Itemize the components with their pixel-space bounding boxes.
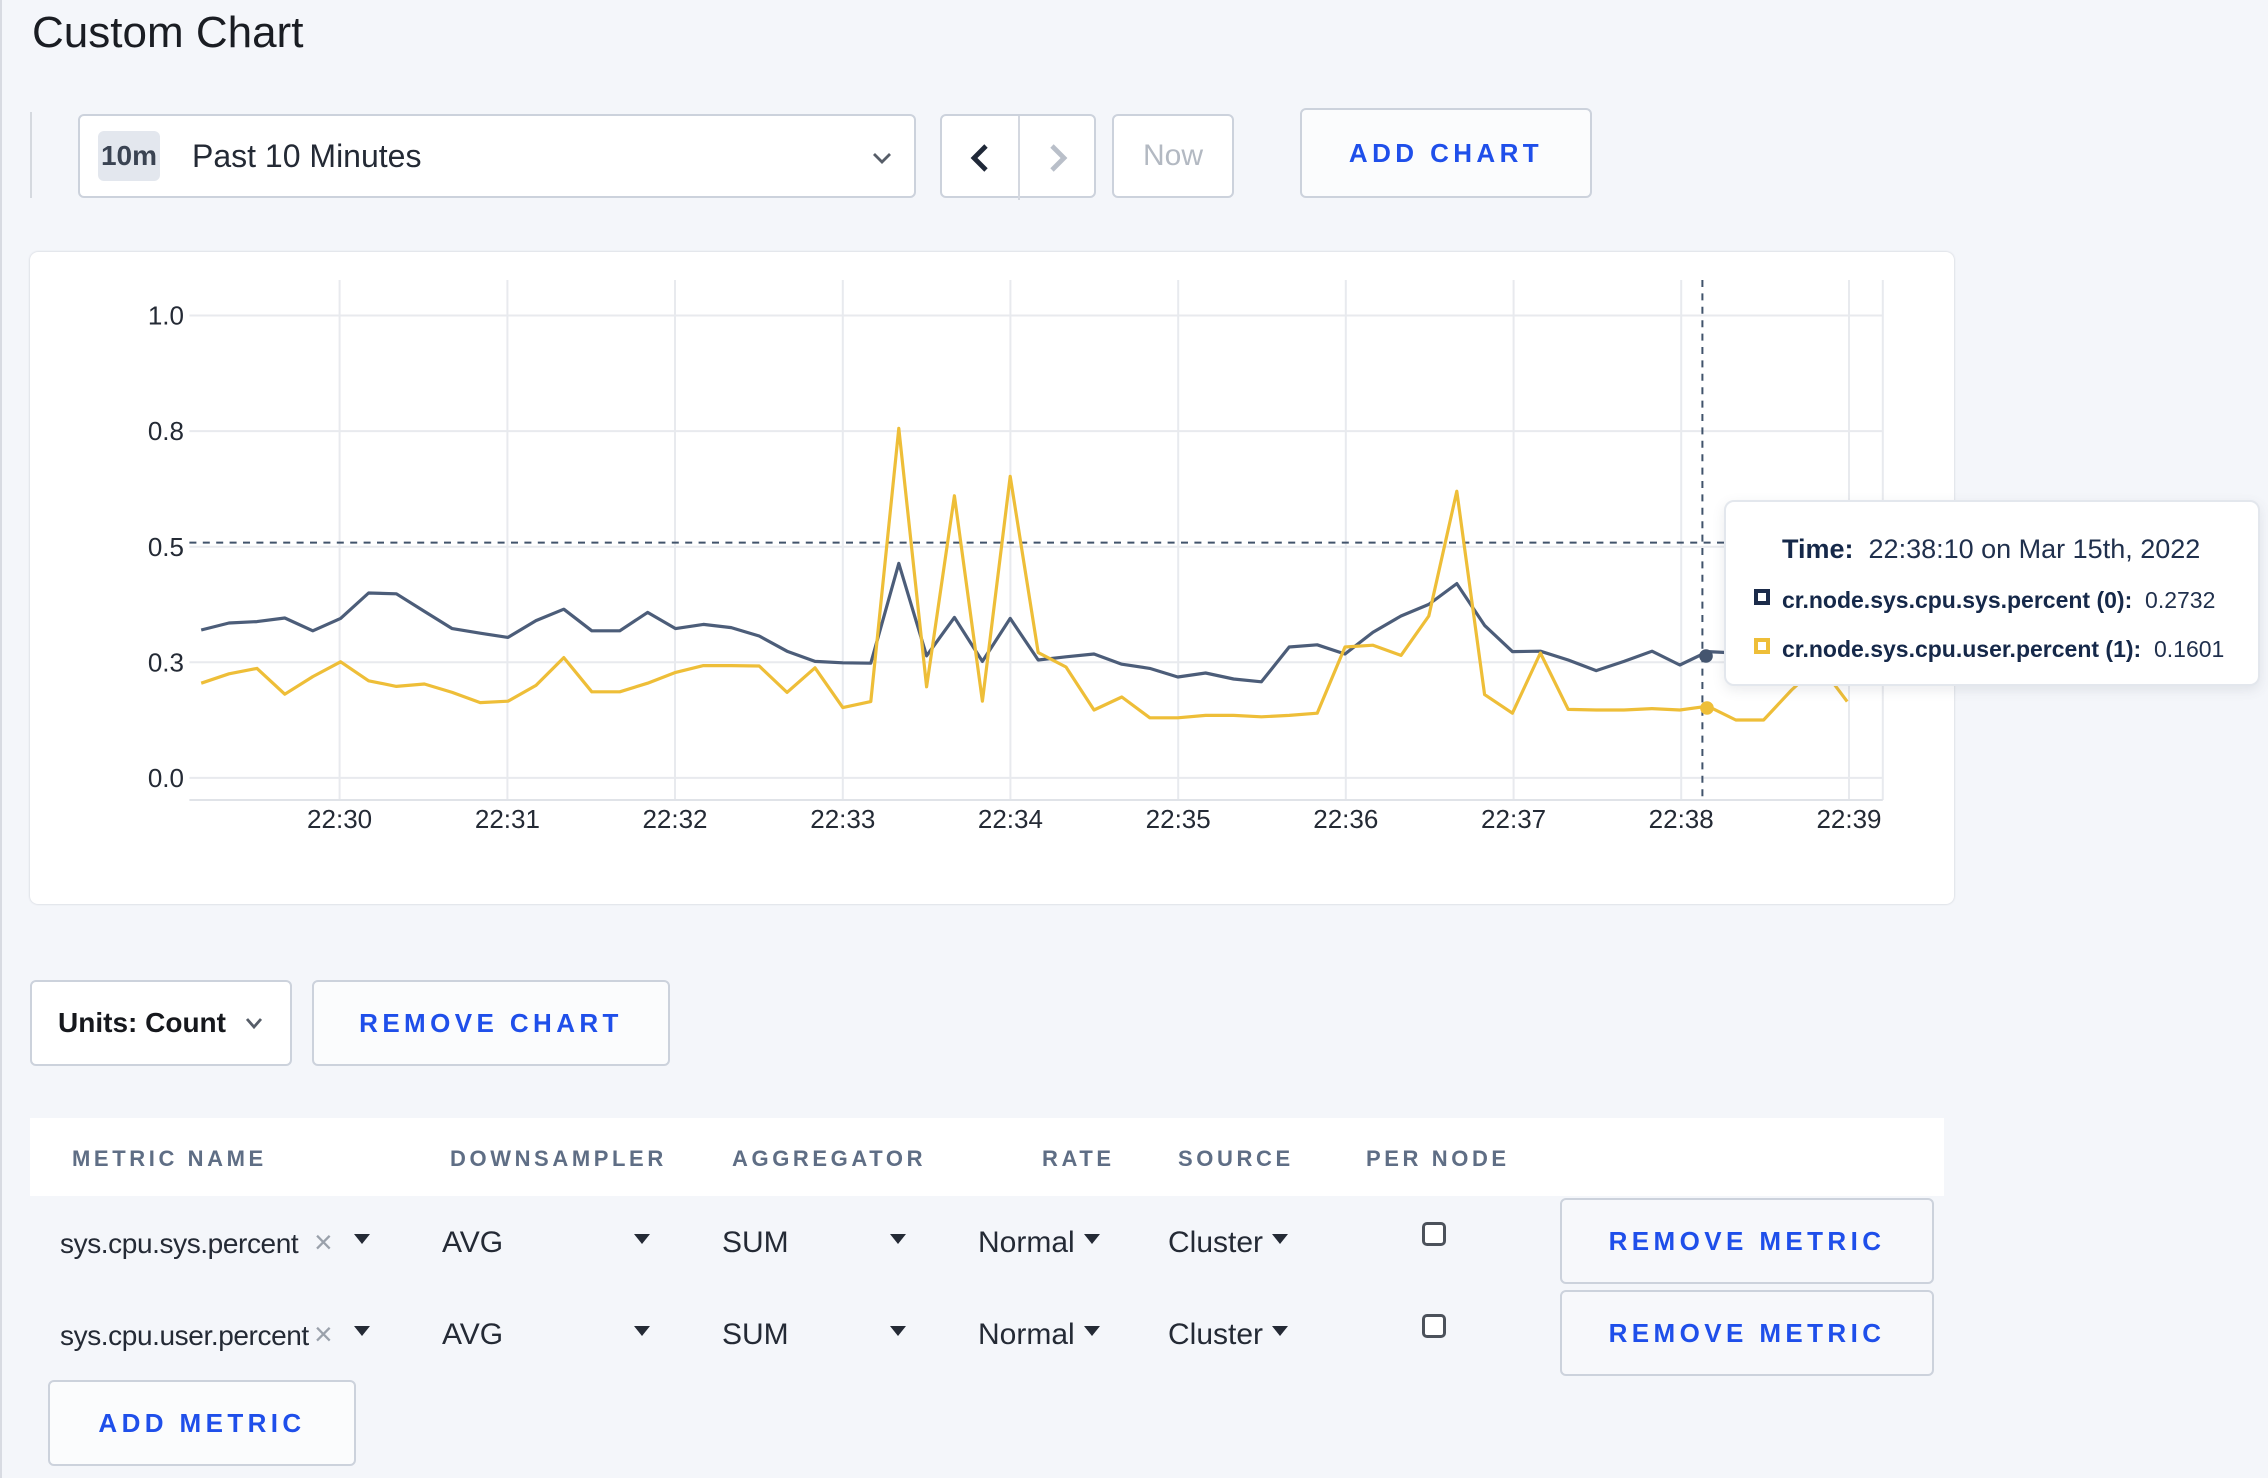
svg-text:22:31: 22:31: [475, 804, 540, 834]
svg-text:22:36: 22:36: [1313, 804, 1378, 834]
svg-text:0.8: 0.8: [148, 416, 184, 446]
svg-text:22:37: 22:37: [1481, 804, 1546, 834]
svg-text:0.0: 0.0: [148, 763, 184, 793]
svg-text:22:30: 22:30: [307, 804, 372, 834]
svg-text:0.3: 0.3: [148, 647, 184, 677]
svg-text:22:34: 22:34: [978, 804, 1043, 834]
svg-text:22:32: 22:32: [642, 804, 707, 834]
svg-text:22:39: 22:39: [1816, 804, 1881, 834]
svg-text:22:33: 22:33: [810, 804, 875, 834]
svg-text:22:35: 22:35: [1146, 804, 1211, 834]
svg-text:22:38: 22:38: [1649, 804, 1714, 834]
svg-text:1.0: 1.0: [148, 301, 184, 331]
svg-text:0.5: 0.5: [148, 532, 184, 562]
